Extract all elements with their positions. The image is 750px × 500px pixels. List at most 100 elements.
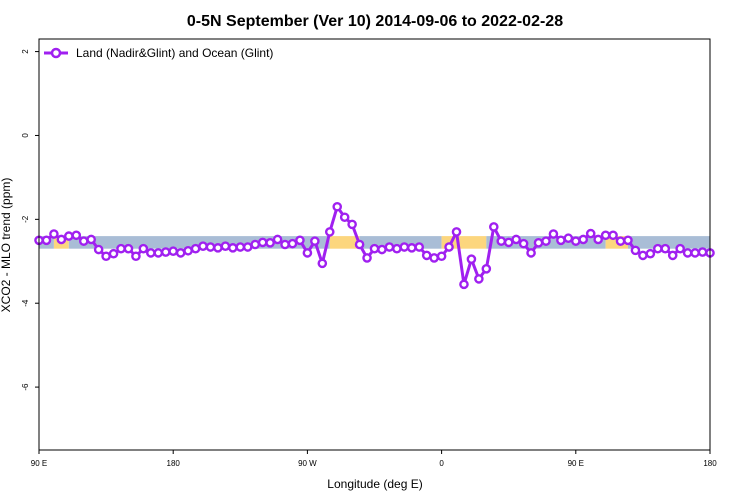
data-point <box>71 230 82 241</box>
data-point <box>146 248 156 258</box>
y-axis-label: XCO2 - MLO trend (ppm) <box>0 178 13 313</box>
data-point <box>682 248 693 258</box>
data-point <box>600 230 611 241</box>
data-point <box>548 229 559 239</box>
x-tick-label: 90 W <box>298 459 317 468</box>
data-point <box>421 250 432 261</box>
data-point <box>295 235 305 246</box>
data-point <box>175 248 186 258</box>
data-point <box>168 246 178 257</box>
data-point <box>392 243 402 254</box>
data-point <box>183 245 193 256</box>
data-point <box>317 258 328 269</box>
data-point <box>160 247 171 257</box>
data-point <box>511 234 521 245</box>
data-point <box>213 243 223 253</box>
data-point <box>690 248 700 258</box>
x-tick-label: 0 <box>439 459 444 468</box>
data-point <box>287 238 298 249</box>
legend-marker <box>50 47 62 59</box>
data-point <box>265 238 275 248</box>
data-point <box>488 222 499 232</box>
data-point <box>369 243 380 254</box>
data-point <box>101 251 111 262</box>
data-point <box>653 243 663 254</box>
data-point <box>41 235 52 246</box>
data-point <box>451 227 462 237</box>
data-point <box>429 253 439 263</box>
data-point <box>339 212 350 223</box>
data-point <box>190 243 201 254</box>
data-point <box>541 236 551 246</box>
data-point <box>660 243 671 254</box>
data-point <box>481 264 492 274</box>
data-point <box>444 242 454 252</box>
data-point <box>49 229 59 239</box>
data-point <box>108 248 119 259</box>
data-point <box>518 238 529 249</box>
y-tick-label: 0 <box>21 133 30 138</box>
data-point <box>697 247 708 257</box>
data-point <box>563 233 574 244</box>
data-point <box>638 250 648 261</box>
data-point <box>414 242 425 252</box>
x-tick-label: 90 E <box>31 459 47 468</box>
data-point <box>324 227 335 237</box>
data-point <box>123 243 134 254</box>
data-point <box>615 236 626 246</box>
data-point <box>257 237 268 248</box>
data-point <box>571 236 581 246</box>
data-point <box>608 230 618 241</box>
data-point <box>131 251 141 262</box>
data-point <box>466 254 477 264</box>
data-point <box>645 248 656 259</box>
x-axis: 90 E 180 90 W 0 90 E 180 <box>31 450 717 468</box>
data-point <box>533 238 544 248</box>
data-point <box>585 228 596 239</box>
x-tick-label: 90 E <box>568 459 584 468</box>
data-point <box>503 237 514 248</box>
legend: Land (Nadir&Glint) and Ocean (Glint) <box>44 46 273 60</box>
data-point <box>436 251 447 262</box>
data-point <box>377 244 387 255</box>
band-segment <box>627 236 710 249</box>
data-point <box>675 243 685 254</box>
data-point <box>56 234 67 245</box>
plot-frame <box>38 38 711 451</box>
data-point <box>198 241 208 251</box>
data-point <box>399 242 410 252</box>
data-point <box>205 242 216 252</box>
data-point <box>310 236 320 246</box>
data-point <box>242 242 253 252</box>
data-point <box>153 248 164 258</box>
data-point <box>302 248 313 258</box>
data-point <box>228 243 238 253</box>
band-segment <box>329 236 360 249</box>
data-point <box>86 234 96 245</box>
data-point <box>474 274 484 284</box>
data-point <box>332 201 343 212</box>
data-point <box>623 235 633 246</box>
data-point <box>362 253 372 263</box>
data-point <box>93 244 104 255</box>
x-axis-label: Longitude (deg E) <box>327 477 422 491</box>
data-point <box>347 219 357 230</box>
series-layer <box>34 201 715 290</box>
y-tick-label: 2 <box>21 49 30 54</box>
data-point <box>64 231 74 241</box>
data-point <box>354 239 365 250</box>
data-point <box>630 245 641 256</box>
legend-label: Land (Nadir&Glint) and Ocean (Glint) <box>76 46 273 60</box>
data-point <box>116 243 126 254</box>
data-point <box>578 234 589 245</box>
y-axis: 2 0 -2 -4 -6 <box>21 49 39 391</box>
data-point <box>235 242 246 252</box>
x-tick-label: 180 <box>703 459 717 468</box>
chart-title: 0-5N September (Ver 10) 2014-09-06 to 20… <box>187 13 563 30</box>
data-point <box>593 234 603 245</box>
y-tick-label: -4 <box>21 299 30 307</box>
data-point <box>138 243 149 254</box>
y-tick-label: -6 <box>21 383 30 391</box>
data-point <box>667 250 678 261</box>
y-tick-label: -2 <box>21 215 30 223</box>
